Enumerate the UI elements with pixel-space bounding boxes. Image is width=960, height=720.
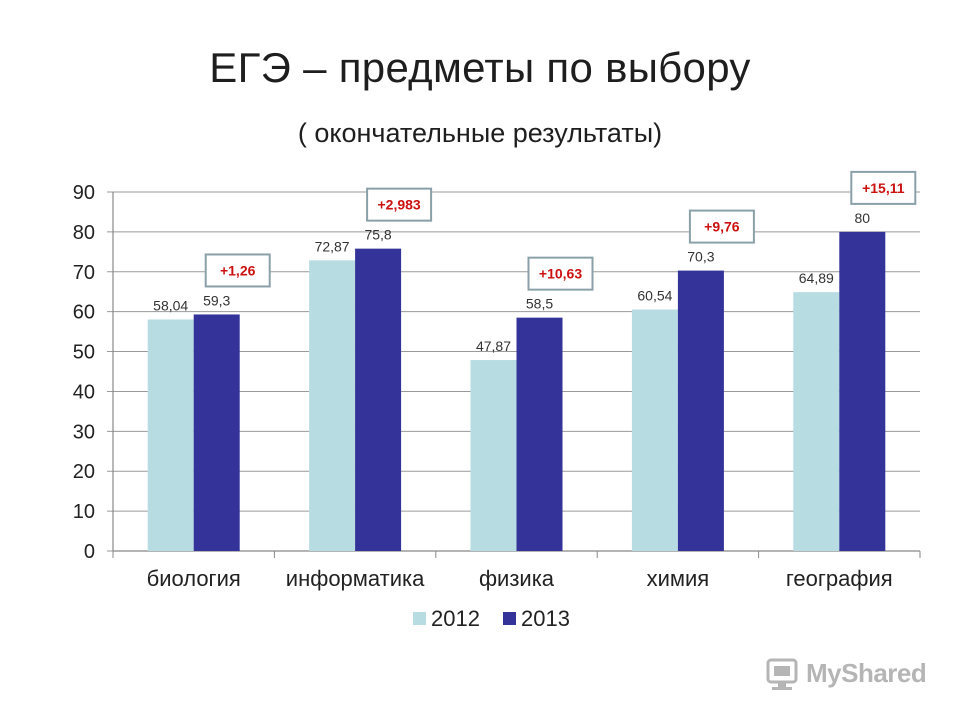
y-tick-label: 80 xyxy=(73,222,95,244)
bar-2012-химия xyxy=(631,309,678,551)
data-label: 47,87 xyxy=(476,338,511,354)
data-label: 64,89 xyxy=(799,270,834,286)
bar-2012-физика xyxy=(470,360,517,551)
bar-2012-география xyxy=(793,292,840,551)
watermark-text: MyShared xyxy=(806,658,927,688)
category-label: информатика xyxy=(286,566,425,591)
y-tick-label: 40 xyxy=(73,381,95,403)
annotation-box xyxy=(850,170,917,205)
category-label: биология xyxy=(147,566,241,591)
data-label: 80 xyxy=(855,210,871,226)
slide-subtitle: ( окончательные результаты) xyxy=(297,118,663,148)
y-tick-label: 60 xyxy=(73,302,95,324)
legend-label: 2013 xyxy=(521,606,570,631)
annotation-label: +2,983 xyxy=(377,197,420,213)
y-tick-label: 90 xyxy=(73,182,95,204)
y-tick-label: 0 xyxy=(84,541,95,563)
bar-2013-химия xyxy=(677,270,724,551)
y-tick-label: 20 xyxy=(73,461,95,483)
bar-2013-биология xyxy=(193,314,240,551)
legend-label: 2012 xyxy=(431,606,480,631)
category-label: физика xyxy=(479,566,555,591)
annotation-box xyxy=(204,253,271,288)
bar-2012-информатика xyxy=(309,260,356,551)
data-label: 59,3 xyxy=(203,292,230,308)
annotation-box xyxy=(527,256,594,291)
myshared-watermark: MyShared xyxy=(762,652,932,696)
category-label: география xyxy=(786,566,893,591)
annotation-box xyxy=(688,209,755,244)
annotation-label: +1,26 xyxy=(220,262,256,278)
data-label: 70,3 xyxy=(687,249,714,265)
annotation-label: +9,76 xyxy=(704,219,740,235)
annotation-box xyxy=(366,187,433,222)
legend-swatch-2012 xyxy=(413,612,426,625)
y-tick-label: 70 xyxy=(73,262,95,284)
bar-2012-биология xyxy=(147,319,194,551)
bar-2013-информатика xyxy=(355,248,402,552)
slide-title: ЕГЭ – предметы по выбору xyxy=(209,44,751,91)
bar-2013-география xyxy=(839,231,886,551)
y-tick-label: 30 xyxy=(73,421,95,443)
category-label: химия xyxy=(647,566,710,591)
legend-swatch-2013 xyxy=(503,612,516,625)
data-label: 60,54 xyxy=(637,288,672,304)
annotation-label: +10,63 xyxy=(539,266,582,282)
y-tick-label: 50 xyxy=(73,342,95,364)
y-tick-label: 10 xyxy=(73,501,95,523)
data-label: 58,5 xyxy=(526,296,553,312)
data-label: 58,04 xyxy=(153,297,188,313)
data-label: 75,8 xyxy=(364,227,391,243)
bar-2013-физика xyxy=(516,317,563,551)
annotation-label: +15,11 xyxy=(862,180,905,196)
data-label: 72,87 xyxy=(315,238,350,254)
myshared-logo-icon xyxy=(766,658,798,690)
